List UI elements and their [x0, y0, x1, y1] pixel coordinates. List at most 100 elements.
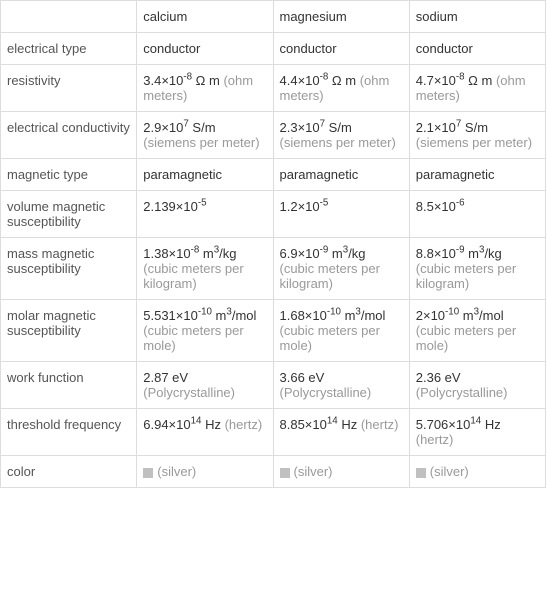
table-cell: 2.9×107 S/m (siemens per meter) — [137, 112, 273, 159]
cell-unit: (siemens per meter) — [280, 135, 396, 150]
cell-unit: (hertz) — [361, 417, 399, 432]
row-label: molar magnetic susceptibility — [1, 300, 137, 362]
table-cell: 8.5×10-6 — [409, 191, 545, 238]
table-cell: 1.68×10-10 m3/mol (cubic meters per mole… — [273, 300, 409, 362]
header-sodium: sodium — [409, 1, 545, 33]
cell-value: 6.94×1014 Hz — [143, 417, 221, 432]
row-label: mass magnetic susceptibility — [1, 238, 137, 300]
cell-unit: (Polycrystalline) — [280, 385, 372, 400]
table-body: electrical type conductor conductor conduct… — [1, 33, 546, 488]
table-cell: 2.36 eV (Polycrystalline) — [409, 362, 545, 409]
cell-value: 2.1×107 S/m — [416, 120, 488, 135]
cell-unit: (cubic meters per kilogram) — [280, 261, 380, 291]
row-label: volume magnetic susceptibility — [1, 191, 137, 238]
cell-value: 2.87 eV — [143, 370, 188, 385]
table-row: mass magnetic susceptibility 1.38×10-8 m3… — [1, 238, 546, 300]
table-row: electrical type conductor conductor conduct… — [1, 33, 546, 65]
table-cell: paramagnetic — [409, 159, 545, 191]
color-swatch — [143, 468, 153, 478]
header-magnesium: magnesium — [273, 1, 409, 33]
row-label: magnetic type — [1, 159, 137, 191]
row-label: electrical conductivity — [1, 112, 137, 159]
cell-value: 8.5×10-6 — [416, 199, 465, 214]
table-cell: 8.85×1014 Hz (hertz) — [273, 409, 409, 456]
table-cell: 2.1×107 S/m (siemens per meter) — [409, 112, 545, 159]
cell-value: paramagnetic — [280, 167, 359, 182]
table-cell: paramagnetic — [137, 159, 273, 191]
table-cell: conductor — [409, 33, 545, 65]
table-cell: conductor — [273, 33, 409, 65]
table-cell: (silver) — [409, 456, 545, 488]
cell-value: 2.9×107 S/m — [143, 120, 215, 135]
cell-value: 3.4×10-8 Ω m — [143, 73, 220, 88]
cell-value: conductor — [416, 41, 473, 56]
cell-value: 4.4×10-8 Ω m — [280, 73, 357, 88]
cell-value: 1.68×10-10 m3/mol — [280, 308, 386, 323]
cell-value: 6.9×10-9 m3/kg — [280, 246, 366, 261]
cell-value: 2.36 eV — [416, 370, 461, 385]
table-row: threshold frequency6.94×1014 Hz (hertz)8… — [1, 409, 546, 456]
row-label: work function — [1, 362, 137, 409]
row-label: color — [1, 456, 137, 488]
table-cell: 5.706×1014 Hz (hertz) — [409, 409, 545, 456]
color-swatch — [280, 468, 290, 478]
row-label: resistivity — [1, 65, 137, 112]
cell-unit: (Polycrystalline) — [143, 385, 235, 400]
cell-value: conductor — [143, 41, 200, 56]
row-label: electrical type — [1, 33, 137, 65]
table-cell: 4.4×10-8 Ω m (ohm meters) — [273, 65, 409, 112]
cell-unit: (hertz) — [416, 432, 454, 447]
color-label: (silver) — [157, 464, 196, 479]
table-cell: 6.9×10-9 m3/kg (cubic meters per kilogra… — [273, 238, 409, 300]
color-label: (silver) — [430, 464, 469, 479]
table-row: resistivity3.4×10-8 Ω m (ohm meters)4.4×… — [1, 65, 546, 112]
cell-unit: (cubic meters per mole) — [143, 323, 243, 353]
cell-value: paramagnetic — [416, 167, 495, 182]
cell-value: 2.3×107 S/m — [280, 120, 352, 135]
table-cell: paramagnetic — [273, 159, 409, 191]
table-cell: (silver) — [273, 456, 409, 488]
cell-unit: (cubic meters per kilogram) — [416, 261, 516, 291]
cell-value: 1.38×10-8 m3/kg — [143, 246, 236, 261]
table-row: electrical conductivity2.9×107 S/m (siem… — [1, 112, 546, 159]
table-row: molar magnetic susceptibility5.531×10-10… — [1, 300, 546, 362]
color-swatch — [416, 468, 426, 478]
table-cell: 8.8×10-9 m3/kg (cubic meters per kilogra… — [409, 238, 545, 300]
cell-value: 8.8×10-9 m3/kg — [416, 246, 502, 261]
table-cell: 2.139×10-5 — [137, 191, 273, 238]
cell-value: 5.706×1014 Hz — [416, 417, 501, 432]
table-cell: 2.3×107 S/m (siemens per meter) — [273, 112, 409, 159]
cell-value: 2×10-10 m3/mol — [416, 308, 504, 323]
table-cell: 5.531×10-10 m3/mol (cubic meters per mol… — [137, 300, 273, 362]
row-label: threshold frequency — [1, 409, 137, 456]
table-cell: 2.87 eV (Polycrystalline) — [137, 362, 273, 409]
table-row: volume magnetic susceptibility2.139×10-5… — [1, 191, 546, 238]
cell-value: 3.66 eV — [280, 370, 325, 385]
cell-unit: (Polycrystalline) — [416, 385, 508, 400]
header-row: calcium magnesium sodium — [1, 1, 546, 33]
cell-value: 4.7×10-8 Ω m — [416, 73, 493, 88]
cell-unit: (siemens per meter) — [143, 135, 259, 150]
cell-unit: (cubic meters per mole) — [280, 323, 380, 353]
cell-unit: (cubic meters per kilogram) — [143, 261, 243, 291]
cell-value: 5.531×10-10 m3/mol — [143, 308, 256, 323]
cell-value: paramagnetic — [143, 167, 222, 182]
cell-unit: (cubic meters per mole) — [416, 323, 516, 353]
cell-unit: (hertz) — [225, 417, 263, 432]
table-cell: 3.4×10-8 Ω m (ohm meters) — [137, 65, 273, 112]
cell-value: 1.2×10-5 — [280, 199, 329, 214]
cell-value: 8.85×1014 Hz — [280, 417, 358, 432]
table-cell: conductor — [137, 33, 273, 65]
header-empty — [1, 1, 137, 33]
header-calcium: calcium — [137, 1, 273, 33]
cell-value: conductor — [280, 41, 337, 56]
table-cell: 1.2×10-5 — [273, 191, 409, 238]
table-cell: 3.66 eV (Polycrystalline) — [273, 362, 409, 409]
table-cell: 4.7×10-8 Ω m (ohm meters) — [409, 65, 545, 112]
cell-unit: (siemens per meter) — [416, 135, 532, 150]
table-cell: 2×10-10 m3/mol (cubic meters per mole) — [409, 300, 545, 362]
color-label: (silver) — [294, 464, 333, 479]
properties-table: calcium magnesium sodium electrical type… — [0, 0, 546, 488]
table-row: color (silver) (silver) (silver) — [1, 456, 546, 488]
table-cell: (silver) — [137, 456, 273, 488]
